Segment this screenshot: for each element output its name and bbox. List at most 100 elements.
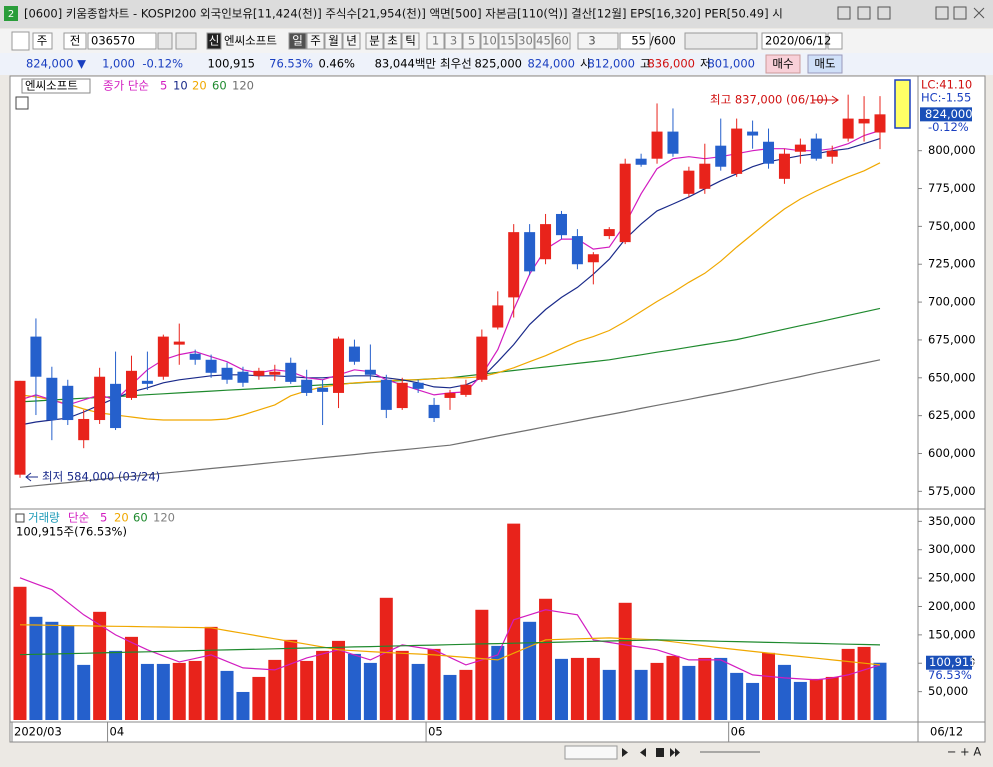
date-input[interactable] — [761, 32, 827, 50]
interval-btn[interactable] — [480, 32, 499, 50]
period-btn[interactable] — [306, 32, 325, 50]
volume-bar — [714, 657, 728, 720]
candle-body — [587, 254, 599, 263]
market-select[interactable] — [32, 32, 53, 50]
interval-btn[interactable] — [534, 32, 553, 50]
volume-bar — [730, 672, 744, 720]
period-label: 주 — [310, 34, 321, 48]
search-icon[interactable] — [157, 32, 173, 50]
candle-body — [141, 380, 153, 384]
interval-btn[interactable] — [444, 32, 463, 50]
candle-body — [301, 379, 313, 393]
candle-body — [30, 336, 42, 377]
period-btn[interactable] — [365, 32, 384, 50]
candle-body — [14, 380, 26, 475]
lc-label: LC:41.10 — [921, 78, 972, 92]
last-price-label: 824,000 — [925, 107, 973, 121]
bars-input[interactable] — [619, 32, 651, 50]
chart-frame — [9, 75, 986, 743]
volume-bar — [379, 597, 393, 720]
candle-body — [173, 341, 185, 345]
candle-body — [747, 131, 759, 136]
play-btn[interactable] — [622, 748, 628, 757]
code-input[interactable] — [87, 32, 157, 50]
mode-select[interactable] — [63, 32, 87, 50]
volume-bar — [507, 523, 521, 720]
badge-text: 신 — [209, 34, 220, 48]
info-change: 1,000 — [102, 57, 135, 71]
volume-bar — [825, 676, 839, 720]
sound-icon[interactable] — [175, 32, 197, 50]
volume-bar — [762, 652, 776, 720]
interval-btn[interactable] — [516, 32, 535, 50]
candle-body — [380, 379, 392, 410]
interval-btn[interactable] — [552, 32, 571, 50]
candle-body — [412, 382, 424, 389]
period-btn[interactable] — [288, 32, 307, 50]
low-arrow — [25, 472, 38, 482]
win-btn[interactable] — [857, 6, 871, 20]
sell-button[interactable] — [807, 54, 843, 74]
win-btn[interactable] — [953, 6, 967, 20]
calendar-icon[interactable] — [827, 32, 843, 50]
interval-count[interactable] — [577, 32, 619, 50]
volume-bar — [523, 621, 537, 720]
stop-btn[interactable] — [656, 748, 664, 757]
info-high_label: 고 — [640, 57, 651, 71]
win-btn[interactable] — [935, 6, 949, 20]
ma-line — [19, 162, 881, 421]
volume-bar — [634, 669, 648, 720]
fast-btn[interactable] — [670, 748, 680, 757]
volume-ma-label: 단순 — [68, 511, 89, 525]
period-btn[interactable] — [383, 32, 402, 50]
zoom-buttons[interactable]: − + A — [947, 745, 982, 759]
volume-bar — [793, 681, 807, 720]
bars-shown: 55 — [631, 34, 646, 48]
candle-body — [731, 128, 743, 174]
close-btn[interactable] — [973, 7, 985, 19]
period-btn[interactable] — [324, 32, 343, 50]
low-note: 최저 584,000 (03/24) — [42, 470, 160, 484]
win-btn[interactable] — [877, 6, 891, 20]
back-btn[interactable] — [640, 748, 646, 757]
interval-btn[interactable] — [462, 32, 481, 50]
candle-body — [285, 362, 297, 382]
y-tick-label: 725,000 — [928, 257, 976, 271]
buy-label: 매수 — [772, 57, 793, 71]
candle-body — [874, 114, 886, 133]
grid-icon[interactable] — [15, 96, 29, 110]
x-tick-label: 2020/03 — [14, 725, 62, 739]
info-change_pct: -0.12% — [142, 57, 183, 71]
volume-bar — [156, 663, 170, 720]
y-tick-label: 775,000 — [928, 181, 976, 195]
volume-icon[interactable] — [15, 513, 25, 523]
win-btn[interactable] — [837, 6, 851, 20]
volume-bar — [539, 598, 553, 720]
volume-bar — [29, 616, 43, 720]
y-tick-label: 575,000 — [928, 484, 976, 498]
candle-body — [444, 392, 456, 398]
period-btn[interactable] — [401, 32, 420, 50]
volume-bar — [268, 659, 282, 720]
volume-legend-label: 거래량 — [28, 511, 60, 525]
volume-bar — [554, 658, 568, 720]
volume-bar — [204, 626, 218, 720]
volume-bar — [252, 676, 266, 720]
volume-bar — [698, 657, 712, 720]
candle-body — [333, 338, 345, 393]
volume-bar — [650, 662, 664, 720]
period-label: 년 — [346, 34, 357, 48]
legend-label: 종가 단순 — [103, 79, 149, 93]
interval-btn[interactable] — [498, 32, 517, 50]
y-tick-label: 350,000 — [928, 514, 976, 528]
interval-btn[interactable] — [426, 32, 445, 50]
buy-button[interactable] — [765, 54, 801, 74]
last-price-tag — [920, 107, 972, 122]
tool-icon[interactable] — [11, 31, 30, 51]
candle-body — [524, 232, 536, 272]
scroll-track[interactable] — [564, 745, 618, 760]
period-btn[interactable] — [342, 32, 361, 50]
tool-icons[interactable] — [684, 32, 758, 50]
candle-body — [778, 153, 790, 179]
y-tick-label: 300,000 — [928, 542, 976, 556]
